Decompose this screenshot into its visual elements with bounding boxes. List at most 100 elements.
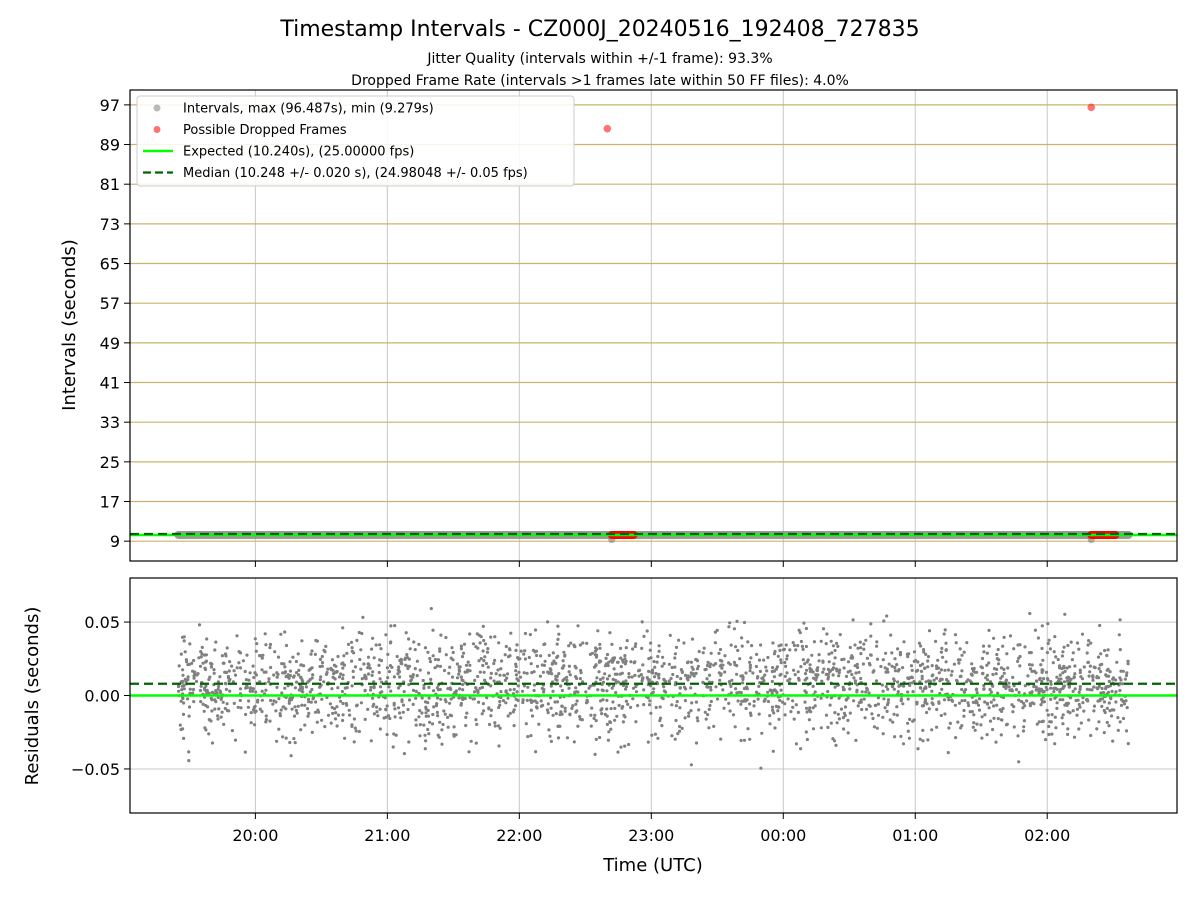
residual-point <box>386 652 390 657</box>
residual-point <box>226 676 230 680</box>
residual-point <box>1030 690 1034 694</box>
residual-point <box>776 709 780 713</box>
residual-point <box>448 701 452 705</box>
residual-point <box>339 672 343 676</box>
residual-point <box>546 670 550 674</box>
residual-point <box>778 648 782 653</box>
residual-point <box>1037 687 1041 691</box>
residual-point <box>535 653 539 658</box>
residual-point <box>341 626 345 630</box>
residual-point <box>574 686 578 690</box>
residual-point <box>1075 713 1079 717</box>
residual-point <box>568 713 572 717</box>
residual-point <box>581 680 585 684</box>
residual-point <box>595 653 599 657</box>
intervals-y-tick-label: 17 <box>100 493 120 512</box>
residual-point <box>675 674 679 679</box>
residual-point <box>886 687 890 691</box>
residual-point <box>864 690 868 694</box>
residual-point <box>1058 690 1062 694</box>
residual-point <box>331 711 335 716</box>
residual-point <box>631 686 636 690</box>
residual-point <box>475 632 479 636</box>
residual-point <box>634 685 638 689</box>
residual-point <box>514 669 518 673</box>
residual-point <box>1000 709 1004 714</box>
residual-point <box>179 652 183 656</box>
residual-point <box>1061 698 1065 702</box>
residual-point <box>256 700 260 704</box>
residual-point <box>944 641 948 645</box>
residual-point <box>851 618 855 622</box>
residual-point <box>960 699 964 703</box>
residual-point <box>881 715 885 719</box>
residual-point <box>612 684 616 688</box>
residuals-y-tick-label: 0.00 <box>84 687 120 706</box>
residual-point <box>989 690 994 694</box>
residual-point <box>459 675 463 679</box>
residual-point <box>689 763 694 767</box>
residual-point <box>417 715 421 719</box>
residual-point <box>427 732 431 736</box>
residual-point <box>514 673 519 677</box>
residual-point <box>859 676 863 681</box>
residual-point <box>578 677 583 681</box>
residual-point <box>851 655 855 660</box>
residual-point <box>707 673 712 677</box>
residual-point <box>459 644 463 648</box>
residual-point <box>1046 678 1050 682</box>
residual-point <box>912 718 916 722</box>
residual-point <box>388 716 392 721</box>
residual-point <box>850 672 854 677</box>
residual-point <box>573 644 577 649</box>
residual-point <box>290 707 294 711</box>
residual-point <box>748 660 752 664</box>
residual-point <box>497 705 501 710</box>
residual-point <box>943 628 947 632</box>
residual-point <box>439 633 443 637</box>
residual-point <box>1072 735 1077 739</box>
residual-point <box>407 683 411 687</box>
residual-point <box>830 651 834 655</box>
residual-point <box>360 677 364 681</box>
residual-point <box>275 739 279 743</box>
residual-point <box>962 708 966 713</box>
residual-point <box>424 714 428 718</box>
residual-point <box>399 659 403 663</box>
residual-point <box>509 631 513 635</box>
residual-point <box>735 691 739 695</box>
residual-point <box>613 706 617 711</box>
residual-point <box>1005 722 1009 726</box>
residual-point <box>309 700 313 704</box>
residual-point <box>508 654 512 658</box>
residual-point <box>842 688 846 692</box>
residual-point <box>1077 702 1081 707</box>
residual-point <box>813 698 817 702</box>
residual-point <box>1002 671 1006 675</box>
residual-point <box>318 685 322 689</box>
intervals-y-tick-label: 33 <box>100 413 120 432</box>
residual-point <box>625 639 629 643</box>
residual-point <box>1001 706 1005 711</box>
residual-point <box>657 649 661 653</box>
residual-point <box>935 666 939 671</box>
residual-point <box>893 669 898 673</box>
residual-point <box>501 699 506 703</box>
residual-point <box>1092 709 1096 713</box>
residual-point <box>962 650 966 654</box>
residual-point <box>924 686 928 690</box>
residual-point <box>1108 709 1112 713</box>
residual-point <box>825 632 829 636</box>
residual-point <box>954 736 958 740</box>
residual-point <box>992 716 996 720</box>
residual-point <box>525 698 529 703</box>
residual-point <box>827 652 831 656</box>
residual-point <box>1068 696 1073 700</box>
residual-point <box>262 670 266 674</box>
residual-point <box>372 712 376 716</box>
residual-point <box>523 657 528 661</box>
residual-point <box>289 754 293 758</box>
residual-point <box>812 676 816 680</box>
residual-point <box>540 663 544 667</box>
residual-point <box>451 658 455 662</box>
